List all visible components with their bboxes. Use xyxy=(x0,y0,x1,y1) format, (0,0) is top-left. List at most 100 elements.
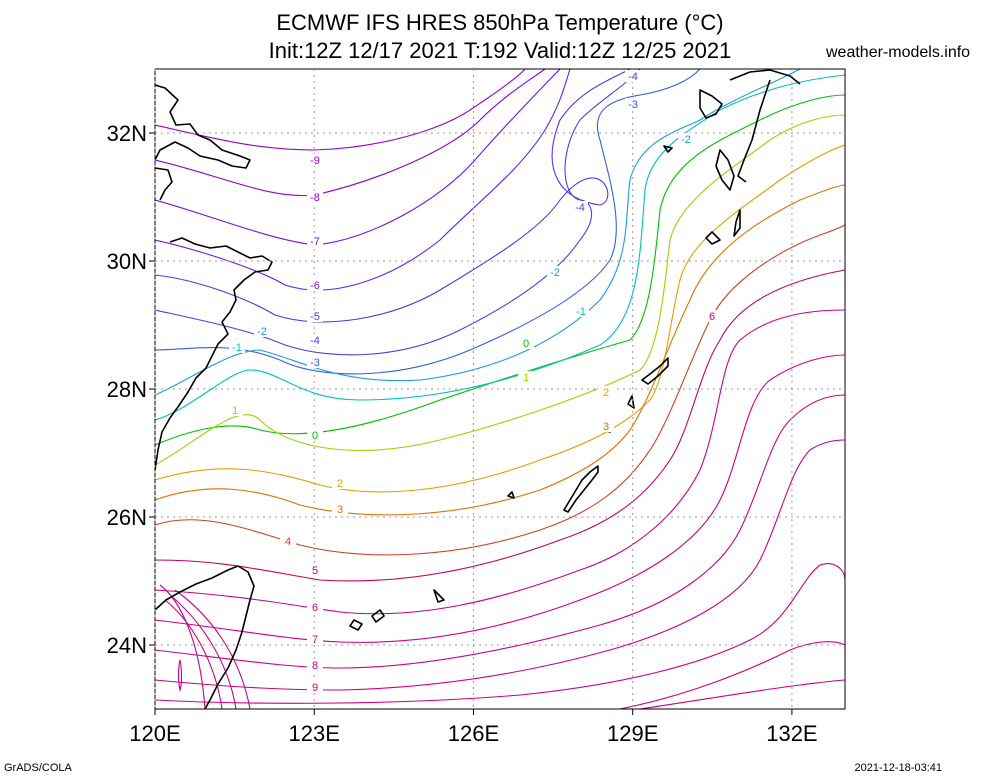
lon-tick-label: 129E xyxy=(607,721,658,746)
contour-label-bg xyxy=(307,191,323,203)
contour-label: 1 xyxy=(523,372,529,384)
contour-label: 1 xyxy=(232,405,238,417)
isotherm-0 xyxy=(155,94,845,446)
isotherm-contours xyxy=(155,69,845,709)
isotherm--4 xyxy=(155,69,641,356)
contour-label-bg xyxy=(572,201,588,213)
contour-label: -3 xyxy=(628,99,638,111)
map-subtitle: Init:12Z 12/17 2021 T:192 Valid:12Z 12/2… xyxy=(268,38,732,63)
contour-label-bg xyxy=(254,325,270,337)
isotherm-9 xyxy=(164,599,223,709)
contour-label-bg xyxy=(704,310,720,322)
contour-label: -4 xyxy=(628,71,638,83)
lat-tick-label: 32N xyxy=(107,121,147,146)
contour-label: 6 xyxy=(709,311,715,323)
contour-label: 2 xyxy=(337,478,343,490)
isotherm-8 xyxy=(639,679,845,709)
contour-label: -7 xyxy=(310,236,320,248)
contour-label-bg xyxy=(280,535,296,547)
contour-label-bg xyxy=(332,477,348,489)
contour-label-bg xyxy=(307,429,323,441)
contour-label-bg xyxy=(598,420,614,432)
isotherm-7 xyxy=(155,563,845,704)
lon-tick-label: 123E xyxy=(289,721,340,746)
contour-label-bg xyxy=(307,659,323,671)
lat-tick-label: 26N xyxy=(107,505,147,530)
contour-label: -6 xyxy=(310,280,320,292)
isotherm-1 xyxy=(155,114,845,466)
contour-label-bg xyxy=(307,279,323,291)
taiwan-coastline xyxy=(155,565,255,709)
contour-label: 8 xyxy=(312,660,318,672)
isotherm--6 xyxy=(155,69,571,291)
isotherm--9 xyxy=(155,69,526,151)
contour-label: -1 xyxy=(576,306,586,318)
okinawa-outline xyxy=(641,357,669,385)
contour-label-bg xyxy=(625,70,641,82)
isotherm--3 xyxy=(155,69,701,375)
contour-label: 2 xyxy=(603,387,609,399)
isotherm-2 xyxy=(155,144,845,493)
isotherm-8 xyxy=(155,394,845,669)
yaeyama-outline xyxy=(433,589,445,603)
coastlines xyxy=(155,69,801,709)
yakushima-outline xyxy=(705,209,741,245)
contour-label: 4 xyxy=(285,536,291,548)
contour-label: -5 xyxy=(310,311,320,323)
isotherm-9 xyxy=(619,641,845,709)
contour-label: -2 xyxy=(257,326,267,338)
isotherm-6 xyxy=(155,309,845,615)
contour-label: 5 xyxy=(312,565,318,577)
isotherm--5 xyxy=(155,69,631,323)
axis-ticks: 120E 123E 126E 129E 132E 24N 26N 28N 30N 32N xyxy=(107,121,818,746)
isotherm--2 xyxy=(155,69,801,396)
amami-outline xyxy=(563,465,599,513)
isotherm-3 xyxy=(155,184,845,516)
isotherm-8 xyxy=(169,594,237,709)
isotherm--7 xyxy=(155,69,561,246)
contour-label: -8 xyxy=(310,192,320,204)
footer-timestamp: 2021-12-18-03:41 xyxy=(854,762,942,774)
contour-label: -4 xyxy=(310,335,320,347)
contour-label-bg xyxy=(518,371,534,383)
contour-label-bg xyxy=(307,310,323,322)
contour-label-bg xyxy=(307,235,323,247)
contour-label: -3 xyxy=(310,357,320,369)
miyako-outline xyxy=(349,609,385,631)
kyushu-coastline xyxy=(699,69,801,191)
contour-label: -2 xyxy=(681,134,691,146)
contour-label-bg xyxy=(307,334,323,346)
isotherm-9 xyxy=(155,439,845,691)
footer-software-label: GrADS/COLA xyxy=(4,762,72,774)
china-coastline xyxy=(155,84,273,471)
contour-label: 7 xyxy=(312,634,318,646)
contour-label-bg xyxy=(625,98,641,110)
isotherm-9 xyxy=(159,584,206,709)
contour-labels: -9 -8 -7 -6 -5 -4 -3 -2 -1 0 1 2 3 4 5 6 7 8 9 -4 -3 -2 -1 0 1 2 3… xyxy=(227,70,720,694)
small-island-outline xyxy=(507,145,673,499)
contour-label-bg xyxy=(307,681,323,693)
isotherm--8 xyxy=(155,69,546,197)
lon-tick-label: 120E xyxy=(129,721,180,746)
isotherm-7 xyxy=(174,589,251,709)
contour-label: 3 xyxy=(337,504,343,516)
contour-label-bg xyxy=(307,564,323,576)
contour-label-bg xyxy=(307,356,323,368)
contour-label: 9 xyxy=(312,682,318,694)
contour-label-bg xyxy=(229,341,245,353)
contour-label-bg xyxy=(307,601,323,613)
contour-label: -9 xyxy=(310,155,320,167)
isotherm-9 xyxy=(177,659,183,692)
contour-label: 3 xyxy=(603,421,609,433)
lat-tick-label: 28N xyxy=(107,377,147,402)
map-title: ECMWF IFS HRES 850hPa Temperature (°C) xyxy=(276,10,724,35)
contour-label: 0 xyxy=(523,338,529,350)
contour-label-bg xyxy=(518,337,534,349)
contour-label: 6 xyxy=(312,602,318,614)
brand-label: weather-models.info xyxy=(826,44,971,61)
isotherm-7 xyxy=(155,354,845,643)
contour-label-bg xyxy=(227,404,243,416)
contour-label-bg xyxy=(332,503,348,515)
isotherm-4 xyxy=(155,224,845,556)
